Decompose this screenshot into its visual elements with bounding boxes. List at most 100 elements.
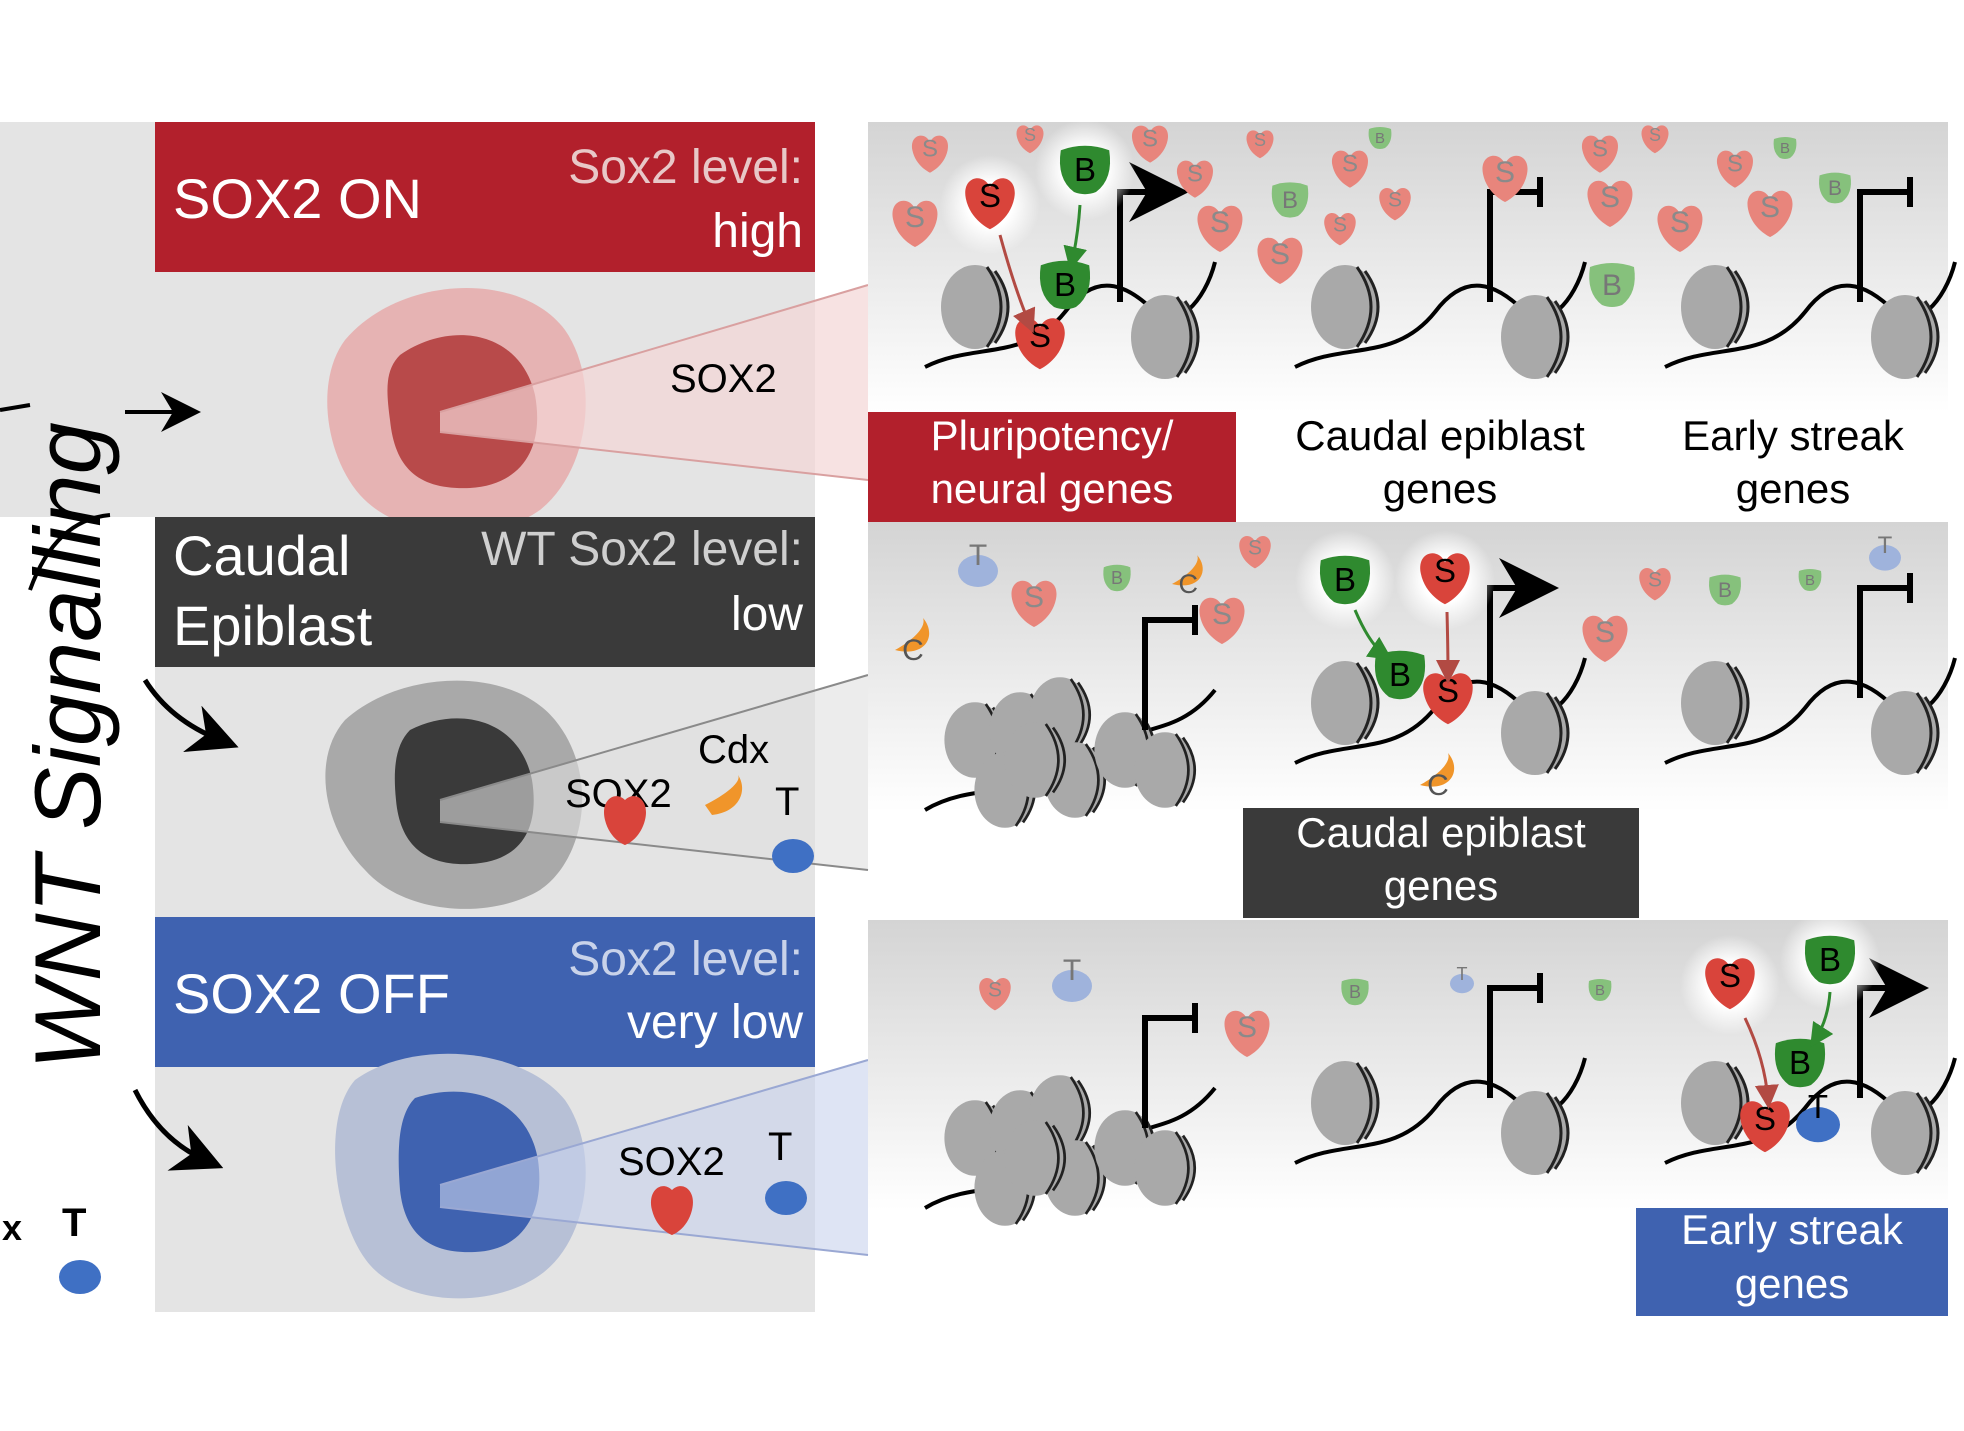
panel-off-header xyxy=(155,917,815,1067)
nucleosome-body xyxy=(1501,1091,1569,1175)
panel-on-level-label: Sox2 level: xyxy=(568,141,803,194)
sox2-letter: S xyxy=(1248,536,1262,559)
sox2-shape xyxy=(1482,155,1528,202)
nucleosome-wrap xyxy=(1725,1062,1743,1144)
bcatenin-letter: B xyxy=(1718,579,1732,602)
nucleosome xyxy=(1311,1061,1380,1145)
sox2-shape xyxy=(892,200,938,247)
bcatenin-shape xyxy=(1589,263,1635,307)
nucleosome-body xyxy=(1311,1061,1379,1145)
sox2-letter: S xyxy=(1760,191,1780,224)
cdx-factor: C xyxy=(1172,555,1203,599)
nucleosome-wrap xyxy=(1923,1096,1940,1170)
sox2-shape xyxy=(1420,553,1470,605)
label-early-box xyxy=(1636,1208,1948,1316)
sox2-factor: S xyxy=(1582,615,1628,662)
bcatenin-shape xyxy=(1588,979,1612,1001)
sox2-shape xyxy=(1423,673,1473,725)
nucleosome-wrap xyxy=(1915,296,1933,378)
promoter-arrow xyxy=(1142,617,1195,730)
sox2-factor: S xyxy=(1705,957,1755,1010)
panel-caudal-header xyxy=(155,517,815,667)
sox2-letter: S xyxy=(1142,126,1158,153)
t-factor: T xyxy=(1869,532,1901,571)
label-pluripotency-2: neural genes xyxy=(931,465,1174,512)
nucleosome-body xyxy=(1681,265,1749,349)
recruit-arrow-bcat xyxy=(1810,991,1834,1048)
panel-off-sox2-label: SOX2 xyxy=(618,1140,725,1184)
bcatenin-shape xyxy=(1774,1038,1826,1088)
sox2-letter: S xyxy=(1600,181,1620,214)
sox2-shape xyxy=(1657,205,1703,252)
nucleosome-wrap xyxy=(1363,270,1380,344)
sox2-shape xyxy=(1239,535,1271,569)
nucleosome-wrap xyxy=(1725,266,1743,348)
sox2-letter: S xyxy=(1333,213,1347,236)
sox2-shape xyxy=(1716,150,1754,188)
panel-off-title: SOX2 OFF xyxy=(173,962,450,1025)
t-shape xyxy=(958,555,998,587)
t-factor: T xyxy=(1796,1088,1840,1143)
sox2-shape xyxy=(1197,205,1243,252)
nucleosome xyxy=(1311,265,1380,349)
bcatenin-factor: B xyxy=(1589,263,1635,307)
sox2-shape xyxy=(1747,190,1793,237)
key-cdx-fragment: x xyxy=(2,1207,22,1248)
nucleosome-wrap xyxy=(985,266,1003,348)
zoom-line-off-top xyxy=(439,1059,869,1186)
nucleosome-wrap xyxy=(1174,733,1190,807)
bcatenin-factor: B xyxy=(1059,145,1111,195)
nucleosome-wrap xyxy=(1076,1079,1091,1147)
nucleosome-wrap xyxy=(1076,681,1091,749)
sox2-shape xyxy=(1705,958,1755,1010)
nucleosome-body xyxy=(1131,295,1199,379)
t-letter: T xyxy=(969,539,987,572)
sox2-factor: S xyxy=(1747,190,1793,237)
t-icon xyxy=(765,1181,807,1215)
bcatenin-letter: B xyxy=(1595,982,1605,999)
nucleosome-body xyxy=(1004,722,1066,798)
nucleosome-body xyxy=(1681,1061,1749,1145)
nucleosome-wrap xyxy=(1923,300,1940,374)
nucleosome-wrap xyxy=(1725,662,1743,744)
sox2-factor: S xyxy=(1581,135,1619,173)
panel-caudal-title-2: Epiblast xyxy=(173,594,373,657)
label-caudal-1: Caudal epiblast xyxy=(1296,809,1586,856)
zoom-line-on-top xyxy=(439,284,869,413)
t-shape xyxy=(1796,1107,1840,1143)
label-pluripotency-box xyxy=(868,412,1236,522)
bcatenin-shape xyxy=(1341,978,1369,1006)
nucleosome-body xyxy=(1134,1130,1196,1206)
recruit-arrow-sox2 xyxy=(1743,1017,1779,1109)
zoom-cone-caudal xyxy=(440,675,868,870)
bcatenin-letter: B xyxy=(1389,656,1411,693)
t-letter: T xyxy=(1808,1088,1828,1125)
sox2-shape xyxy=(1587,180,1633,227)
panel-on-level-value: high xyxy=(712,205,803,258)
sox2-icon xyxy=(651,1186,693,1235)
label-early-2: genes xyxy=(1735,1260,1849,1307)
sox2-factor: S xyxy=(1716,150,1754,188)
t-shape xyxy=(1052,970,1092,1002)
sox2-shape xyxy=(1582,615,1628,662)
sox2-factor: S xyxy=(1224,1010,1270,1057)
cdx-icon xyxy=(705,775,743,815)
sox2-letter: S xyxy=(1187,161,1203,188)
bcatenin-letter: B xyxy=(1789,1044,1811,1081)
nucleosome xyxy=(1681,265,1750,349)
bcatenin-shape xyxy=(1798,569,1822,591)
panel-on-header xyxy=(155,122,815,272)
panel-on-title: SOX2 ON xyxy=(173,167,422,230)
nucleosome xyxy=(1501,1091,1570,1175)
panel-on-sox2-label: SOX2 xyxy=(670,357,777,401)
nucleosome xyxy=(1501,691,1570,775)
sox2-letter: S xyxy=(1212,598,1232,631)
sox2-shape xyxy=(1011,580,1057,627)
nucleosome-wrap xyxy=(1175,296,1193,378)
sox2-factor: S xyxy=(1016,125,1044,154)
nucleosome-wrap xyxy=(993,270,1010,344)
nucleosome xyxy=(1134,732,1196,808)
promoter-arrow xyxy=(1857,189,1910,302)
t-letter: T xyxy=(1878,532,1893,559)
nucleosome-wrap xyxy=(1084,1141,1100,1215)
